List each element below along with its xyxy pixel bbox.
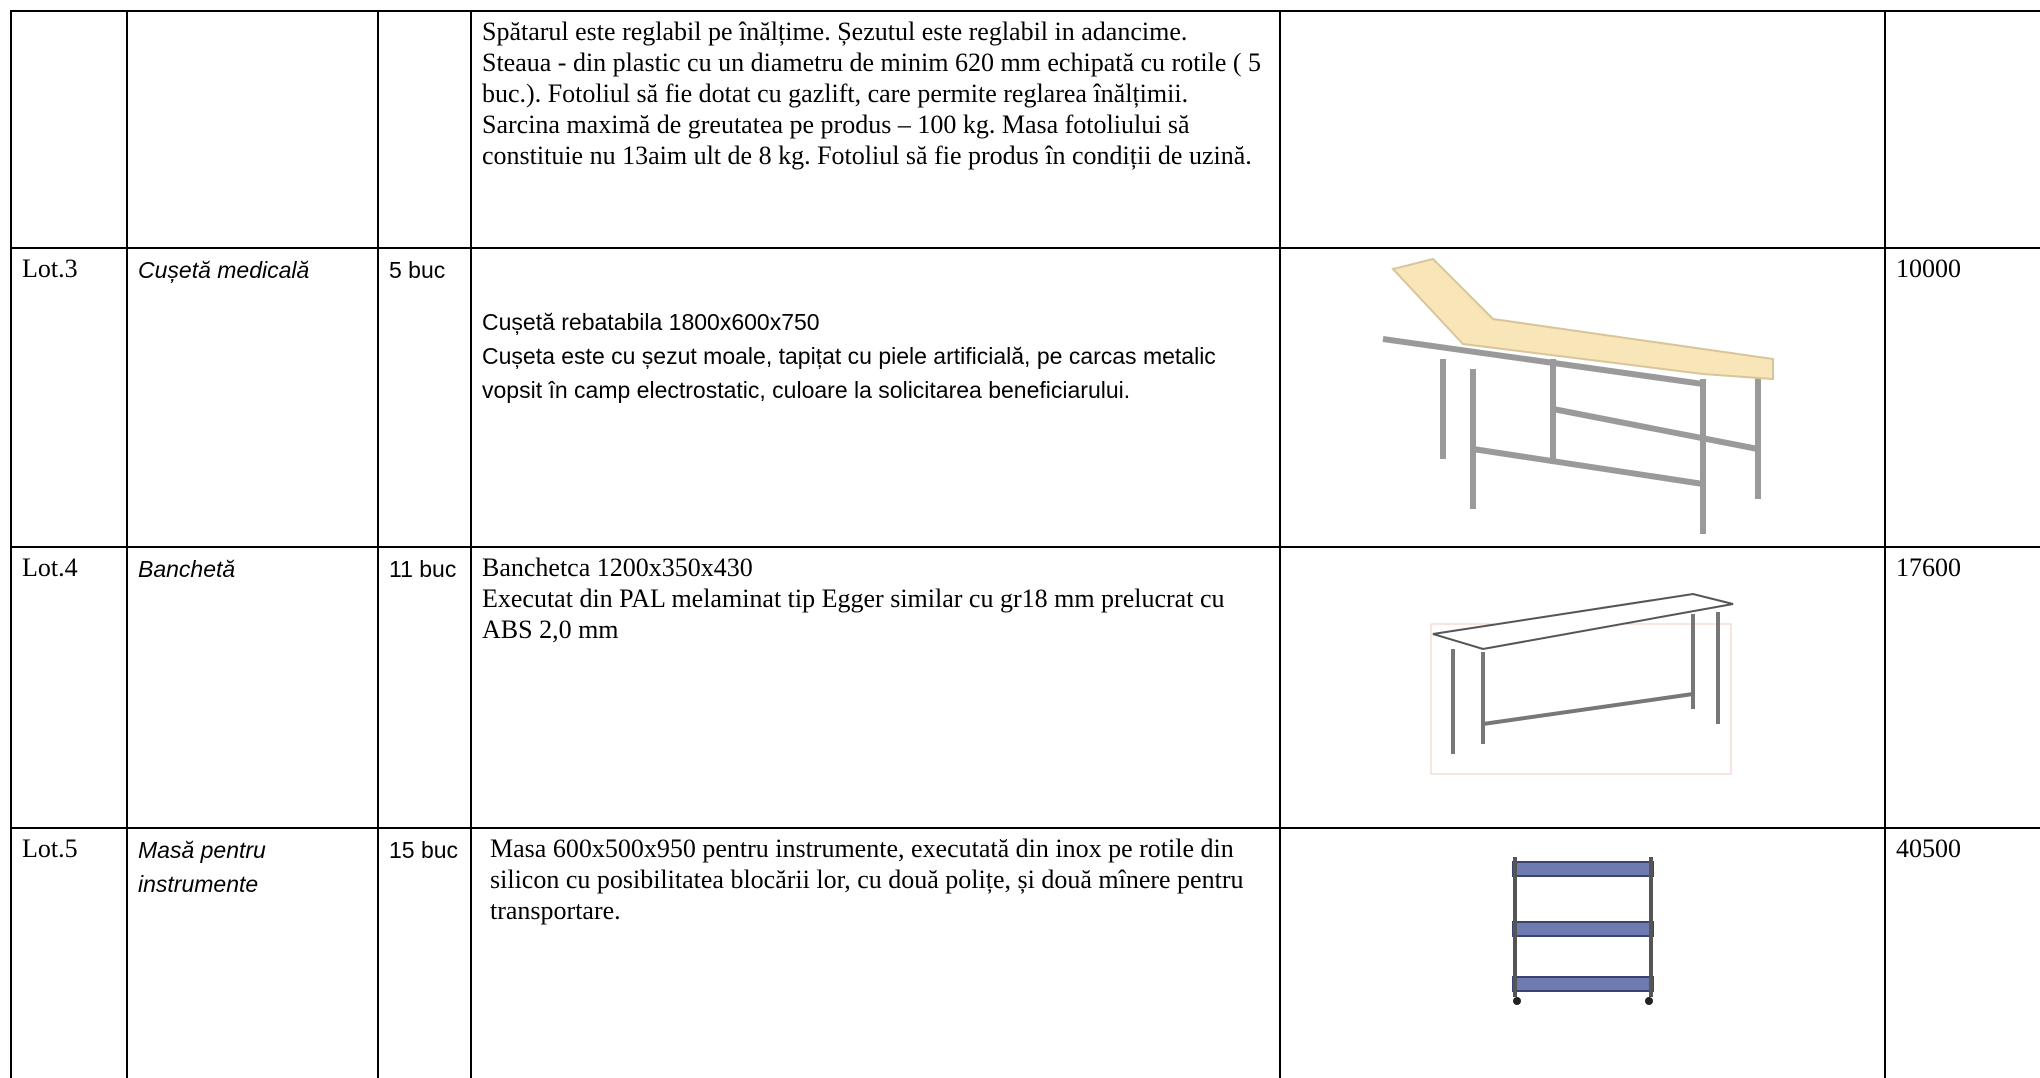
description-paragraph: Cușeta este cu șezut moale, tapițat cu p…	[482, 343, 1216, 403]
lot: Lot.5	[10, 827, 128, 1078]
description-paragraph: Executat din PAL melaminat tip Egger sim…	[482, 584, 1225, 644]
row: Lot.4 Banchetă 11 buc Banchetca 1200x350…	[10, 546, 2040, 829]
item-name: Banchetă	[126, 546, 379, 829]
price: 10000	[1884, 247, 2040, 548]
trolley-image	[1511, 857, 1654, 1005]
cell	[1279, 10, 1886, 249]
description-paragraph: Masa 600x500x950 pentru instrumente, exe…	[490, 834, 1244, 925]
quantity: 15 buc	[377, 827, 472, 1078]
row: Lot.3 Cușetă medicală 5 buc Cușetă rebat…	[10, 247, 2040, 548]
spec-table: Spătarul este reglabil pe înălțime. Șezu…	[10, 10, 2040, 1078]
cell	[10, 10, 128, 249]
couch-image	[1382, 257, 1774, 534]
image-cell	[1279, 546, 1886, 829]
image-cell	[1279, 827, 1886, 1078]
item-name: Cușetă medicală	[126, 247, 379, 548]
description-cell: Cușetă rebatabila 1800x600x750 Cușeta est…	[470, 247, 1281, 548]
price: 17600	[1884, 546, 2040, 829]
row: Lot.5 Masă pentru instrumente 15 buc Mas…	[10, 827, 2040, 1078]
cell	[126, 10, 379, 249]
quantity: 11 buc	[377, 546, 472, 829]
cell	[377, 10, 472, 249]
description-cell: Masa 600x500x950 pentru instrumente, exe…	[470, 827, 1281, 1078]
description-cell: Banchetca 1200x350x430 Executat din PAL m…	[470, 546, 1281, 829]
price: 40500	[1884, 827, 2040, 1078]
description-cell: Spătarul este reglabil pe înălțime. Șezu…	[470, 10, 1281, 249]
item-name: Masă pentru instrumente	[126, 827, 379, 1078]
cell	[1884, 10, 2040, 249]
bench-image	[1430, 592, 1733, 775]
description-paragraph: Spătarul este reglabil pe înălțime. Șezu…	[482, 17, 1188, 46]
page: Spătarul este reglabil pe înălțime. Șezu…	[10, 10, 2040, 1078]
quantity: 5 buc	[377, 247, 472, 548]
lot: Lot.3	[10, 247, 128, 548]
lot: Lot.4	[10, 546, 128, 829]
description-paragraph: Cușetă rebatabila 1800x600x750	[482, 309, 820, 335]
description-paragraph: Banchetca 1200x350x430	[482, 553, 753, 582]
image-cell	[1279, 247, 1886, 548]
description-paragraph: Steaua - din plastic cu un diametru de m…	[482, 48, 1262, 170]
row: Spătarul este reglabil pe înălțime. Șezu…	[10, 10, 2040, 249]
